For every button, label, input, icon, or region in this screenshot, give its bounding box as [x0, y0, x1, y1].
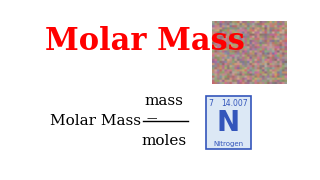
Text: Nitrogen: Nitrogen [213, 141, 244, 147]
Text: mass: mass [145, 94, 183, 108]
Text: Molar Mass: Molar Mass [45, 26, 245, 57]
FancyBboxPatch shape [212, 22, 287, 84]
Text: Molar Mass =: Molar Mass = [50, 114, 164, 128]
Text: N: N [217, 109, 240, 137]
Text: moles: moles [141, 134, 187, 148]
Text: 7: 7 [209, 99, 213, 108]
FancyBboxPatch shape [206, 96, 251, 149]
Text: 14.007: 14.007 [222, 99, 248, 108]
